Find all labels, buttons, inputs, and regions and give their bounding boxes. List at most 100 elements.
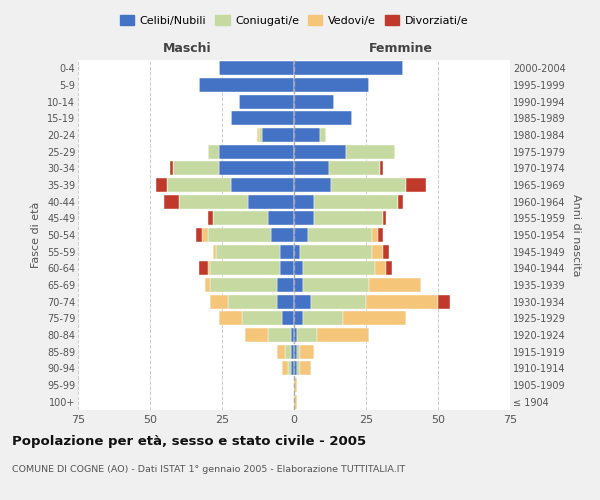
Bar xyxy=(398,194,403,209)
Bar xyxy=(268,211,294,226)
Bar xyxy=(262,128,294,142)
Bar xyxy=(259,128,262,142)
Bar xyxy=(300,344,314,359)
Bar xyxy=(294,194,314,209)
Bar xyxy=(346,144,395,159)
Bar xyxy=(294,261,302,276)
Bar xyxy=(294,94,334,109)
Bar xyxy=(297,361,300,376)
Bar xyxy=(294,62,403,76)
Legend: Celibi/Nubili, Coniugati/e, Vedovi/e, Divorziati/e: Celibi/Nubili, Coniugati/e, Vedovi/e, Di… xyxy=(115,10,473,30)
Bar xyxy=(167,178,230,192)
Bar xyxy=(170,162,173,175)
Text: Maschi: Maschi xyxy=(163,42,212,55)
Bar xyxy=(294,244,300,259)
Bar xyxy=(179,194,248,209)
Bar xyxy=(294,211,314,226)
Bar xyxy=(294,328,297,342)
Bar xyxy=(219,144,294,159)
Bar xyxy=(383,244,389,259)
Bar xyxy=(277,294,294,308)
Bar xyxy=(199,261,208,276)
Bar xyxy=(271,228,294,242)
Bar xyxy=(230,112,294,126)
Bar xyxy=(294,278,302,292)
Bar xyxy=(219,62,294,76)
Bar xyxy=(294,311,302,326)
Bar xyxy=(311,294,366,308)
Bar xyxy=(202,228,208,242)
Bar xyxy=(208,144,219,159)
Bar xyxy=(283,361,288,376)
Bar xyxy=(173,162,219,175)
Bar xyxy=(302,311,343,326)
Bar xyxy=(288,361,291,376)
Bar xyxy=(245,328,268,342)
Bar xyxy=(294,228,308,242)
Bar xyxy=(297,344,300,359)
Bar xyxy=(208,211,214,226)
Bar xyxy=(374,261,386,276)
Bar xyxy=(156,178,167,192)
Y-axis label: Anni di nascita: Anni di nascita xyxy=(571,194,581,276)
Bar xyxy=(291,328,294,342)
Bar xyxy=(314,194,398,209)
Bar xyxy=(230,178,294,192)
Bar xyxy=(314,211,383,226)
Bar xyxy=(294,178,331,192)
Bar xyxy=(164,194,179,209)
Bar xyxy=(294,294,311,308)
Bar xyxy=(294,112,352,126)
Bar xyxy=(294,344,297,359)
Bar xyxy=(228,294,277,308)
Bar xyxy=(386,261,392,276)
Text: Femmine: Femmine xyxy=(368,42,433,55)
Bar xyxy=(214,244,216,259)
Bar xyxy=(297,328,317,342)
Bar xyxy=(294,128,320,142)
Bar xyxy=(277,278,294,292)
Bar xyxy=(294,162,329,175)
Bar xyxy=(291,361,294,376)
Bar xyxy=(239,94,294,109)
Bar xyxy=(199,78,294,92)
Bar xyxy=(294,378,297,392)
Bar xyxy=(219,311,242,326)
Bar xyxy=(214,211,268,226)
Bar xyxy=(291,344,294,359)
Bar xyxy=(366,294,438,308)
Bar xyxy=(372,244,383,259)
Bar xyxy=(280,261,294,276)
Text: COMUNE DI COGNE (AO) - Dati ISTAT 1° gennaio 2005 - Elaborazione TUTTITALIA.IT: COMUNE DI COGNE (AO) - Dati ISTAT 1° gen… xyxy=(12,465,405,474)
Bar xyxy=(320,128,326,142)
Bar xyxy=(219,162,294,175)
Bar xyxy=(211,294,228,308)
Bar xyxy=(196,228,202,242)
Bar xyxy=(208,228,271,242)
Bar xyxy=(317,328,369,342)
Bar xyxy=(286,344,291,359)
Bar xyxy=(211,261,280,276)
Bar xyxy=(369,278,421,292)
Bar xyxy=(211,278,277,292)
Bar xyxy=(300,244,372,259)
Bar xyxy=(372,228,377,242)
Bar xyxy=(208,261,211,276)
Bar xyxy=(329,162,380,175)
Bar xyxy=(343,311,406,326)
Bar xyxy=(294,144,346,159)
Bar xyxy=(406,178,427,192)
Bar xyxy=(257,128,259,142)
Bar xyxy=(383,211,386,226)
Bar xyxy=(308,228,372,242)
Bar xyxy=(331,178,406,192)
Bar xyxy=(277,344,286,359)
Bar xyxy=(294,361,297,376)
Bar xyxy=(216,244,280,259)
Bar xyxy=(280,244,294,259)
Bar xyxy=(438,294,449,308)
Bar xyxy=(283,311,294,326)
Bar xyxy=(302,261,374,276)
Bar xyxy=(294,78,369,92)
Text: Popolazione per età, sesso e stato civile - 2005: Popolazione per età, sesso e stato civil… xyxy=(12,435,366,448)
